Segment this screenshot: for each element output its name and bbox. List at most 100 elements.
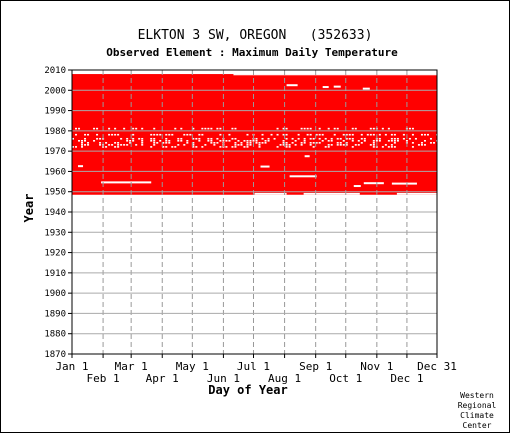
speckle [348,137,351,140]
speckle [330,144,333,146]
y-tick-label: 1900 [44,289,66,299]
speckle [336,142,339,144]
speckle [285,133,288,136]
speckle [81,146,84,148]
speckle [336,127,339,130]
speckle [366,133,369,136]
speckle [99,137,102,140]
y-tick-label: 2010 [44,66,66,76]
speckle [405,140,408,142]
speckle [129,142,132,144]
speckle [243,146,246,148]
speckle [267,140,270,142]
speckle [303,137,306,140]
missing-block-1 [303,192,360,195]
speckle [285,137,288,140]
grid [72,69,437,355]
speckle [159,133,162,136]
speckle [150,146,153,148]
speckle [351,133,354,136]
x-axis-title: Day of Year [208,383,287,397]
speckle [219,140,222,142]
speckle [309,137,312,140]
x-tick-label: Jun 1 [207,372,240,385]
speckle [117,142,120,144]
missing-gap-1 [289,175,317,178]
missing-gap-4 [353,185,361,188]
speckle [330,137,333,140]
speckle [417,144,420,146]
speckle [174,146,177,148]
speckle [276,133,279,136]
speckle [255,140,258,142]
y-tick-label: 1970 [44,147,66,157]
speckle [372,144,375,146]
speckle [246,133,249,136]
speckle [105,146,108,148]
speckle [369,133,372,136]
speckle [87,144,90,146]
speckle [312,146,315,148]
y-tick-label: 1930 [44,228,66,238]
speckle [93,127,96,130]
speckle [240,144,243,146]
speckle [96,137,99,140]
speckle [114,133,117,136]
speckle [219,127,222,130]
sparse-row-1974 [81,142,435,144]
speckle [261,133,264,136]
speckle [324,137,327,140]
speckle [249,142,252,144]
speckle [336,144,339,146]
speckle [378,140,381,142]
missing-gap-10 [78,165,84,168]
y-tick-label: 1990 [44,107,66,117]
speckle [138,137,141,140]
speckle [159,140,162,142]
speckle [369,144,372,146]
speckle [108,144,111,146]
speckle [204,127,207,130]
speckle [375,140,378,142]
speckle [108,127,111,130]
speckle [123,127,126,130]
x-tick-label: Oct 1 [329,372,362,385]
sparse-row-1975 [78,140,438,142]
speckle [321,140,324,142]
speckle [309,127,312,130]
speckle [288,144,291,146]
speckle [327,127,330,130]
speckle [318,127,321,130]
speckle [390,146,393,148]
speckle [207,127,210,130]
speckle [393,137,396,140]
speckle [318,137,321,140]
speckle [234,142,237,144]
speckle [372,140,375,142]
speckle [276,146,279,148]
speckle [84,133,87,136]
speckle [282,144,285,146]
speckle [420,144,423,146]
speckle [186,133,189,136]
speckle [156,133,159,136]
speckle [261,142,264,144]
speckle [150,133,153,136]
speckle [348,133,351,136]
speckle [300,142,303,144]
speckle [231,146,234,148]
speckle [318,142,321,144]
y-tick-label: 1980 [44,127,66,137]
speckle [372,133,375,136]
speckle [246,140,249,142]
missing-block-3 [233,74,437,76]
missing-gap-2 [363,182,384,185]
speckle [303,140,306,142]
speckle [132,127,135,130]
speckle [126,144,129,146]
speckle [420,142,423,144]
speckle [183,144,186,146]
speckle [180,137,183,140]
speckle [87,142,90,144]
